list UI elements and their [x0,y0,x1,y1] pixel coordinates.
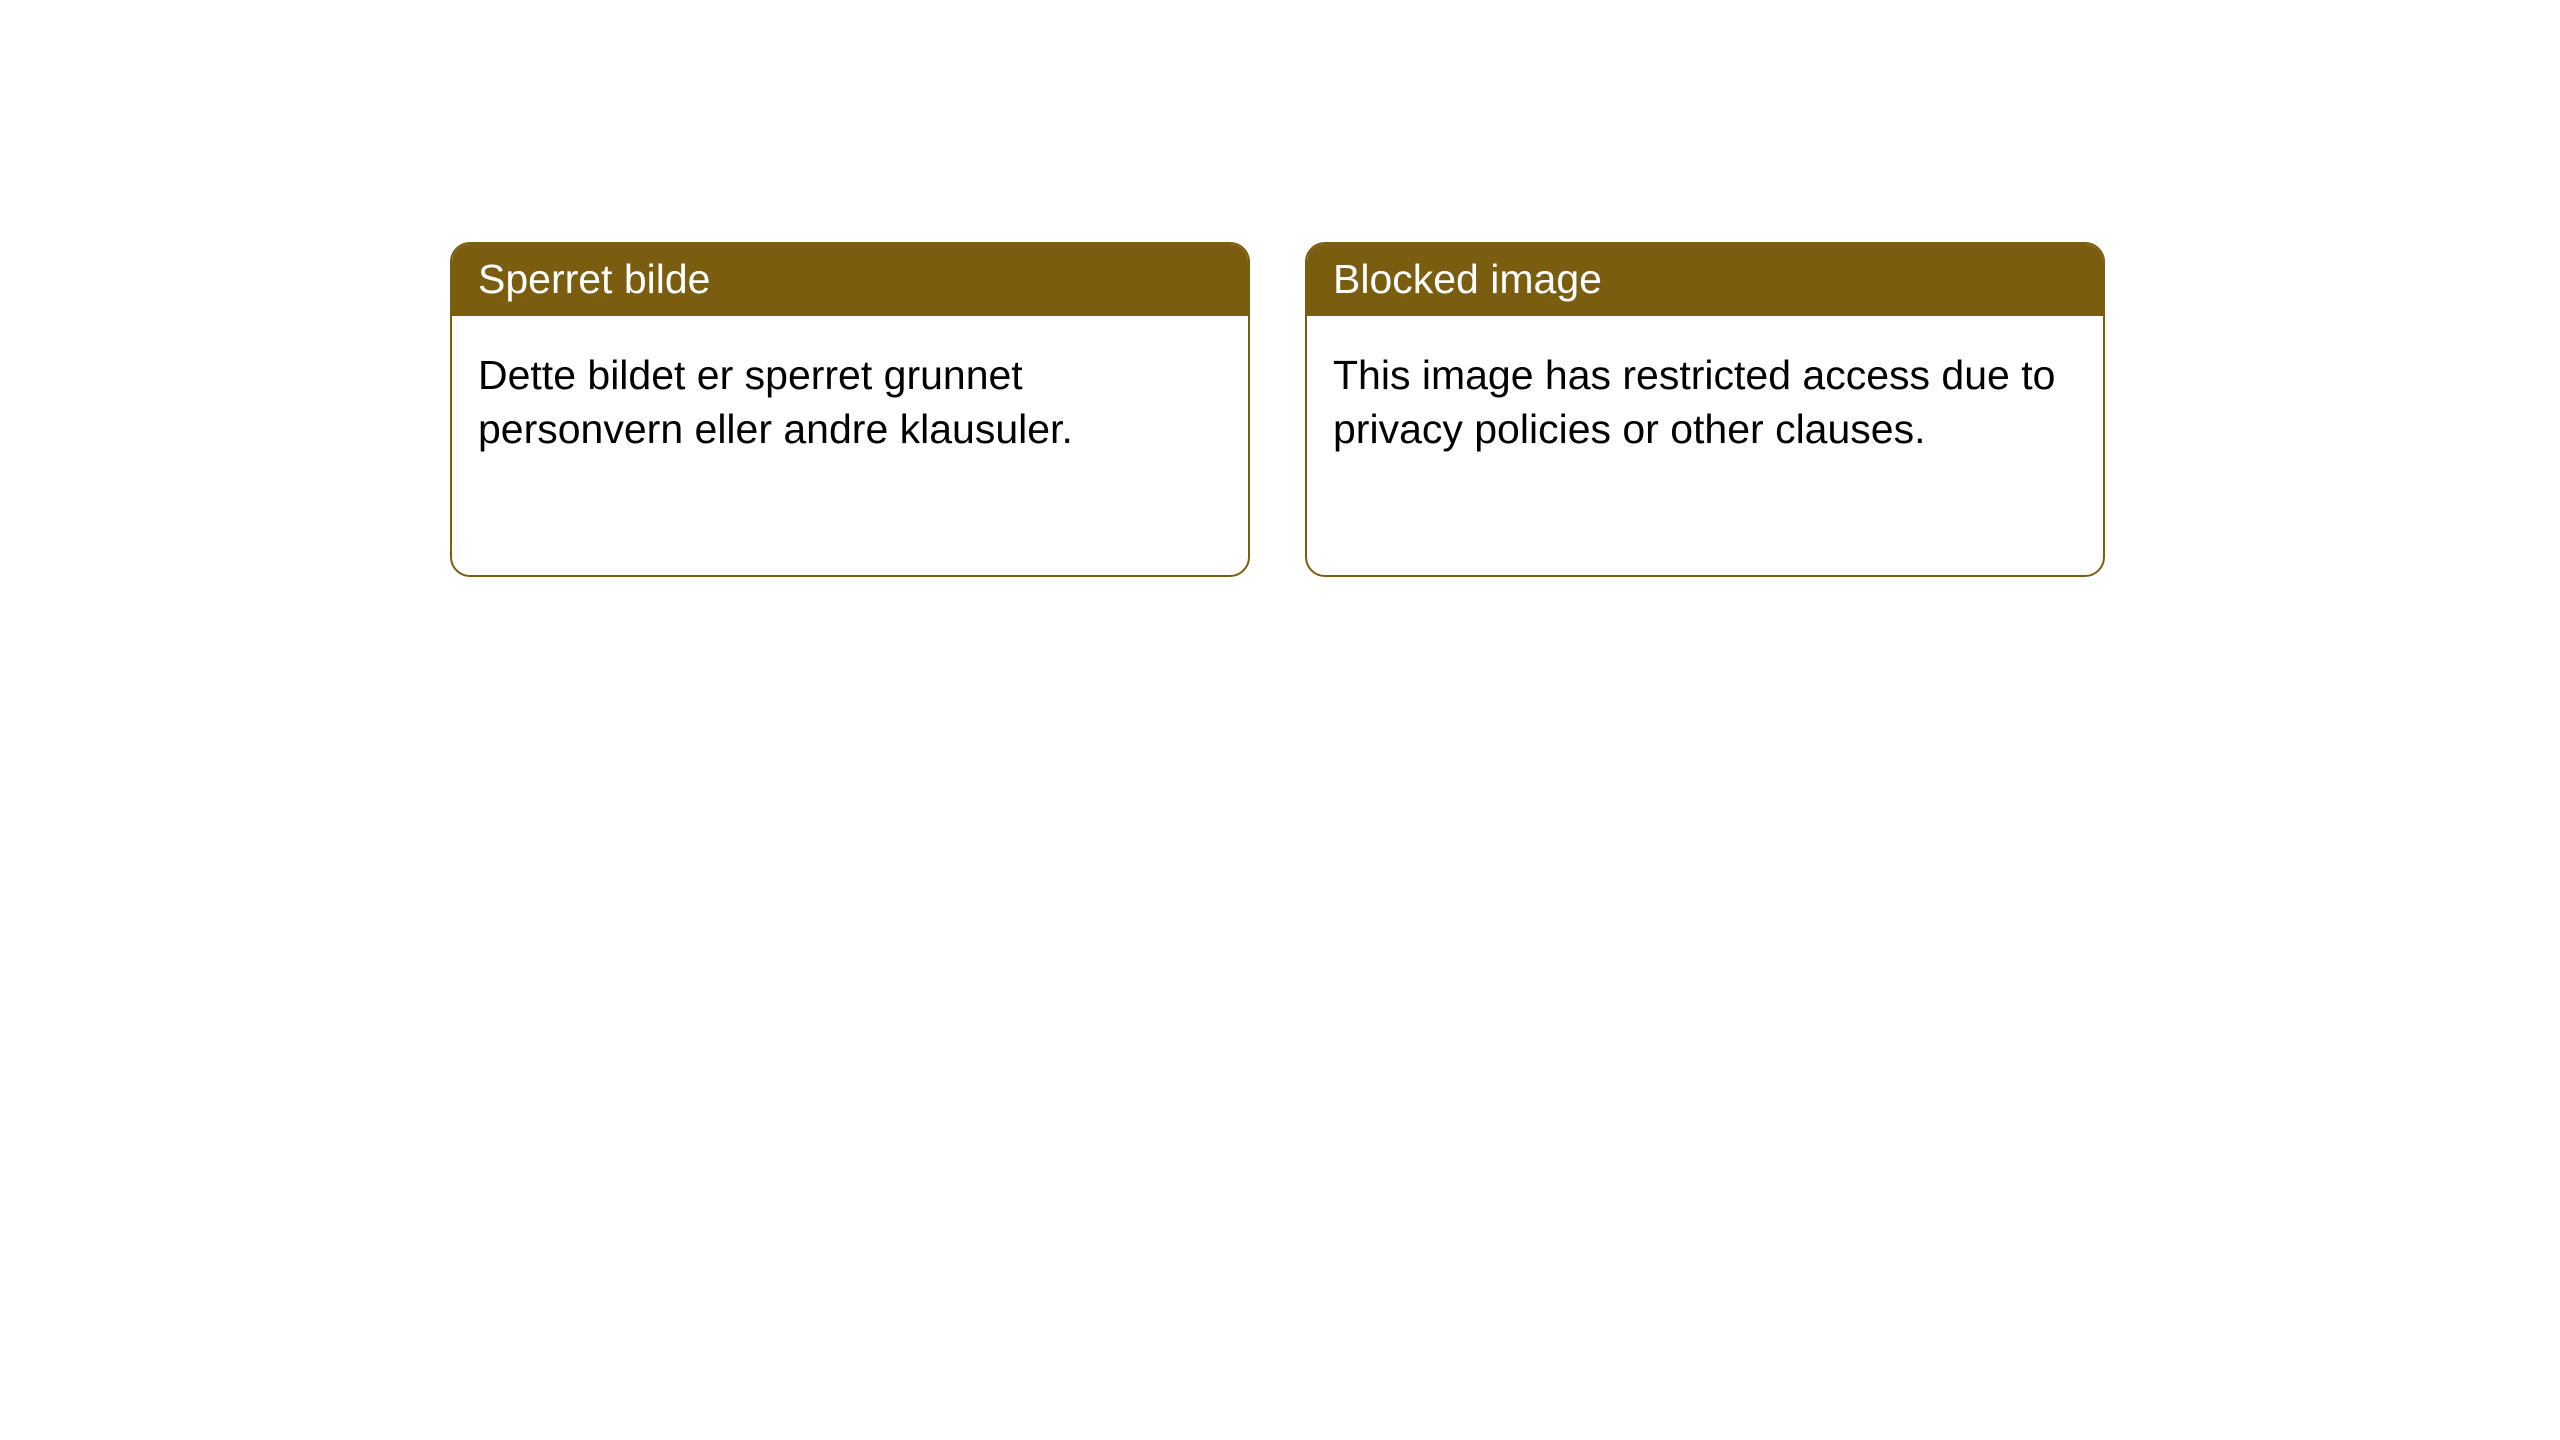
notice-header: Blocked image [1307,244,2103,316]
notice-title: Sperret bilde [478,256,710,302]
notice-body: This image has restricted access due to … [1307,316,2103,489]
notice-title: Blocked image [1333,256,1602,302]
notice-card-norwegian: Sperret bilde Dette bildet er sperret gr… [450,242,1250,577]
notice-body-text: This image has restricted access due to … [1333,352,2055,451]
notice-container: Sperret bilde Dette bildet er sperret gr… [450,242,2105,577]
notice-header: Sperret bilde [452,244,1248,316]
notice-body-text: Dette bildet er sperret grunnet personve… [478,352,1073,451]
notice-card-english: Blocked image This image has restricted … [1305,242,2105,577]
notice-body: Dette bildet er sperret grunnet personve… [452,316,1248,489]
